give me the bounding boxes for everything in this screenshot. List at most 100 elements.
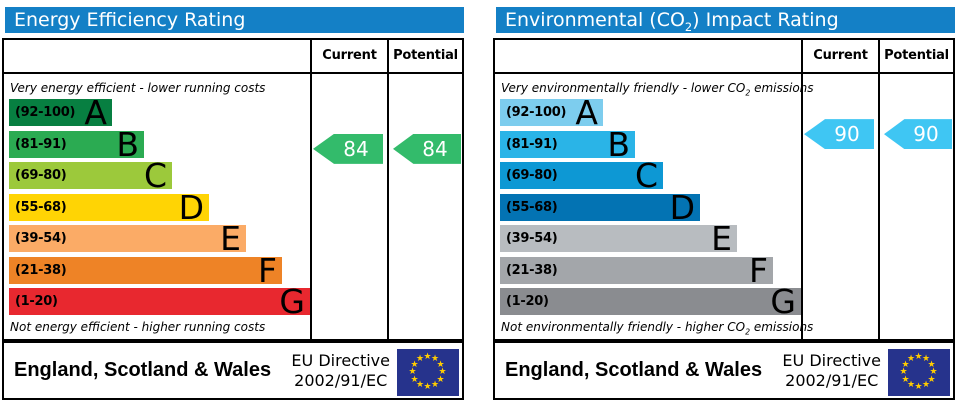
- band-letter: E: [220, 219, 241, 258]
- panel-title: Environmental (CO2) Impact Rating: [496, 7, 955, 33]
- potential-column-header: Potential: [393, 48, 458, 63]
- band-range-label: (55-68): [15, 199, 67, 215]
- bottom-note-text-end: emissions: [750, 319, 814, 334]
- band-row-b: (81-91) B: [500, 124, 635, 164]
- potential-rating-arrow: 90: [884, 119, 952, 150]
- band-letter: D: [669, 187, 695, 227]
- potential-rating-value: 84: [422, 136, 448, 161]
- potential-column-divider: [878, 40, 880, 339]
- eu-flag-star: ★: [438, 367, 447, 377]
- eu-flag-star: ★: [922, 379, 931, 390]
- band-range-label: (1-20): [15, 294, 58, 309]
- eu-flag-star: ★: [408, 367, 417, 377]
- band-row-a: (92-100) A: [9, 93, 112, 132]
- current-rating-arrow: 84: [313, 133, 383, 164]
- potential-rating-arrow: 84: [393, 133, 461, 164]
- eu-flag-star: ★: [410, 374, 419, 385]
- current-rating-value: 84: [343, 136, 369, 161]
- band-range-label: (1-20): [506, 294, 549, 309]
- panel-title-subscript: 2: [684, 19, 693, 33]
- band-letter: D: [178, 187, 204, 227]
- panel-title-text: Energy Efficiency Rating: [14, 9, 246, 31]
- eu-flag-star: ★: [431, 379, 440, 390]
- top-note-text-end: emissions: [750, 81, 814, 95]
- band-row-f: (21-38) F: [500, 250, 773, 290]
- potential-column-divider: [387, 40, 389, 339]
- band-row-d: (55-68) D: [9, 187, 209, 227]
- band-range-label: (55-68): [506, 199, 558, 215]
- band-range-label: (21-38): [15, 262, 67, 278]
- eu-flag-star: ★: [901, 374, 910, 385]
- eu-flag-icon: ★ ★ ★ ★ ★ ★ ★ ★ ★ ★ ★ ★: [888, 349, 950, 396]
- band-letter: G: [279, 282, 305, 321]
- eu-flag-star: ★: [922, 354, 931, 364]
- eu-directive-line1: EU Directive: [782, 351, 881, 371]
- table-header-row: [495, 40, 953, 74]
- band-row-e: (39-54) E: [500, 219, 737, 258]
- eu-flag-star: ★: [431, 354, 440, 364]
- band-letter: B: [607, 124, 630, 164]
- band-range-label: (92-100): [506, 105, 567, 120]
- band-row-d: (55-68) D: [500, 187, 700, 227]
- panel-title-text-end: ) Impact Rating: [692, 9, 839, 31]
- band-row-g: (1-20) G: [9, 282, 310, 321]
- eu-flag-star: ★: [927, 359, 936, 370]
- band-range-label: (69-80): [15, 168, 67, 183]
- bottom-note: Not environmentally friendly - higher CO…: [501, 319, 813, 336]
- top-note-text: Very energy efficient - lower running co…: [10, 81, 266, 95]
- top-note-text: Very environmentally friendly - lower CO: [501, 81, 746, 95]
- eu-flag-star: ★: [907, 354, 916, 364]
- eu-directive-line2: 2002/91/EC: [294, 370, 388, 390]
- panel-footer: England, Scotland & Wales EU Directive 20…: [493, 341, 955, 400]
- eu-flag-icon: ★ ★ ★ ★ ★ ★ ★ ★ ★ ★ ★ ★: [397, 349, 459, 396]
- current-column-header: Current: [813, 48, 868, 63]
- eu-flag-star: ★: [423, 352, 432, 362]
- band-row-f: (21-38) F: [9, 254, 282, 287]
- eu-directive-line2: 2002/91/EC: [785, 370, 879, 390]
- rating-table: Current Potential Very energy efficient …: [2, 38, 464, 341]
- potential-column-header: Potential: [884, 48, 949, 63]
- table-header-row: [4, 40, 462, 74]
- band-letter: C: [143, 156, 167, 195]
- eu-directive-label: EU Directive 2002/91/EC: [291, 351, 390, 389]
- band-row-c: (69-80) C: [500, 159, 663, 192]
- rating-bands: (92-100) A (81-91) B (69-80) C (55-68) D (39…: [9, 93, 310, 321]
- eu-directive-line1: EU Directive: [291, 351, 390, 371]
- bottom-note-text: Not environmentally friendly - higher CO: [501, 319, 746, 334]
- band-row-e: (39-54) E: [9, 219, 246, 258]
- eu-flag-star: ★: [901, 359, 910, 370]
- top-note: Very environmentally friendly - lower CO…: [495, 74, 814, 99]
- band-letter: F: [749, 250, 768, 290]
- eu-flag-star: ★: [914, 352, 923, 362]
- current-column-header: Current: [322, 48, 377, 63]
- region-label: England, Scotland & Wales: [14, 359, 272, 381]
- environmental-impact-panel: Environmental (CO2) Impact Rating Curren…: [491, 0, 957, 404]
- eu-flag-star: ★: [416, 379, 425, 390]
- band-range-label: (92-100): [15, 105, 76, 120]
- eu-directive-label: EU Directive 2002/91/EC: [782, 351, 881, 389]
- eu-flag-star: ★: [907, 379, 916, 390]
- band-range-label: (69-80): [506, 168, 558, 183]
- eu-flag-star: ★: [899, 367, 908, 377]
- band-row-c: (69-80) C: [9, 156, 172, 195]
- energy-efficiency-panel: Energy Efficiency Rating Current Potenti…: [0, 0, 466, 404]
- eu-flag-star: ★: [436, 359, 445, 370]
- band-range-label: (39-54): [15, 231, 67, 246]
- rating-table: Current Potential Very environmentally f…: [493, 38, 955, 341]
- eu-flag-star: ★: [929, 367, 938, 377]
- eu-flag-star: ★: [410, 359, 419, 370]
- band-letter: A: [84, 93, 107, 132]
- current-rating-value: 90: [834, 122, 860, 147]
- band-letter: E: [711, 219, 732, 258]
- eu-flag-star: ★: [927, 374, 936, 385]
- region-label: England, Scotland & Wales: [505, 359, 763, 381]
- eu-flag-star: ★: [914, 382, 923, 392]
- eu-flag-star: ★: [436, 374, 445, 385]
- eu-flag-star: ★: [423, 382, 432, 392]
- band-row-a: (92-100) A: [500, 96, 603, 129]
- band-row-b: (81-91) B: [9, 128, 144, 161]
- panel-title-text: Environmental (CO: [505, 9, 685, 31]
- bottom-note: Not energy efficient - higher running co…: [10, 320, 310, 336]
- band-range-label: (21-38): [506, 262, 558, 278]
